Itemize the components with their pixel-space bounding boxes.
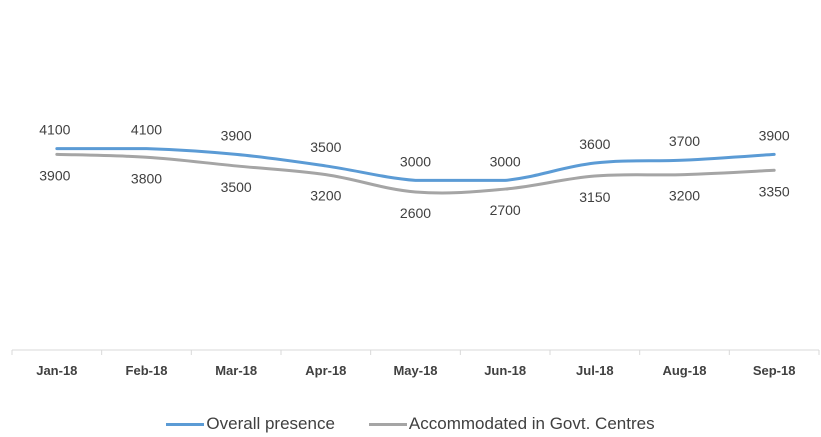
data-labels: 3900 3800 3500 3200 2600 2700 3150 3200 3350 4100…: [39, 122, 790, 221]
data-label-overall-aug-18: 3700: [669, 133, 700, 149]
x-tick-label-jun-18: Jun-18: [484, 363, 526, 378]
x-tick-label-jul-18: Jul-18: [576, 363, 614, 378]
data-label-accommodated-jul-18: 3150: [579, 189, 610, 205]
data-label-overall-jul-18: 3600: [579, 136, 610, 152]
data-label-overall-jan-18: 4100: [39, 122, 70, 138]
data-label-overall-apr-18: 3500: [310, 139, 341, 155]
x-tick-label-aug-18: Aug-18: [662, 363, 706, 378]
x-tick-label-feb-18: Feb-18: [126, 363, 168, 378]
x-tick-label-sep-18: Sep-18: [753, 363, 796, 378]
legend-swatch-accommodated: [368, 422, 407, 426]
legend-label-overall-presence: Overall presence: [206, 414, 335, 433]
series-line-overall-presence: [55, 147, 776, 182]
x-tick-label-mar-18: Mar-18: [215, 363, 257, 378]
legend-label-accommodated: Accommodated in Govt. Centres: [408, 414, 655, 433]
data-label-overall-jun-18: 3000: [490, 153, 521, 169]
data-label-accommodated-jun-18: 2700: [490, 202, 521, 218]
data-label-accommodated-apr-18: 3200: [310, 188, 341, 204]
data-label-accommodated-feb-18: 3800: [131, 170, 162, 186]
series-line-accommodated: [55, 152, 776, 195]
legend-item-accommodated: Accommodated in Govt. Centres: [368, 414, 655, 434]
data-label-overall-feb-18: 4100: [131, 122, 162, 138]
data-label-accommodated-aug-18: 3200: [669, 188, 700, 204]
legend-item-overall-presence: Overall presence: [166, 414, 335, 434]
x-tick-label-apr-18: Apr-18: [305, 363, 346, 378]
x-tick-label-jan-18: Jan-18: [36, 363, 77, 378]
data-label-accommodated-jan-18: 3900: [39, 167, 70, 183]
data-label-overall-mar-18: 3900: [221, 127, 252, 143]
series-lines: [55, 147, 776, 195]
data-label-accommodated-sep-18: 3350: [759, 183, 790, 199]
x-axis: Jan-18 Feb-18 Mar-18 Apr-18 May-18 Jun-18 Jul-…: [11, 349, 820, 378]
x-tick-label-may-18: May-18: [393, 363, 437, 378]
legend-swatch-overall-presence: [166, 422, 205, 426]
data-label-accommodated-may-18: 2600: [400, 205, 431, 221]
legend: Overall presence Accommodated in Govt. C…: [0, 414, 821, 434]
data-label-overall-sep-18: 3900: [759, 127, 790, 143]
data-label-overall-may-18: 3000: [400, 153, 431, 169]
data-label-accommodated-mar-18: 3500: [221, 179, 252, 195]
